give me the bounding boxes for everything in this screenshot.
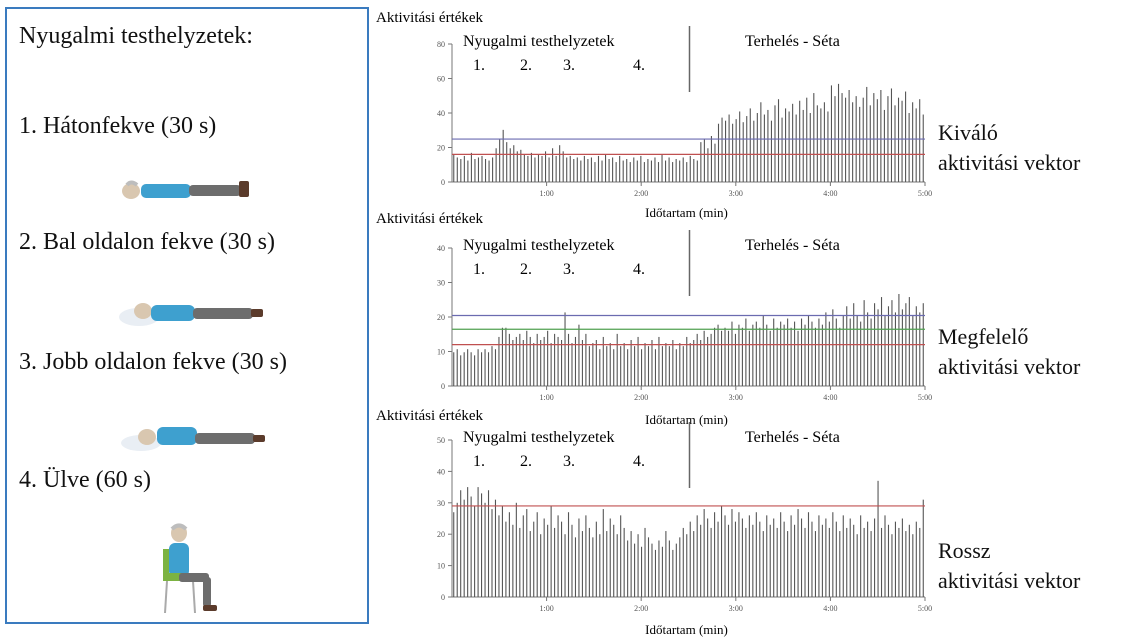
x-tick-label: 3:00 [729,393,743,402]
x-tick-label: 2:00 [634,189,648,198]
rest-position-number: 4. [633,261,645,278]
y-tick-label: 20 [437,313,445,322]
x-tick-label: 4:00 [823,393,837,402]
rest-position-number: 4. [633,453,645,470]
x-tick-label: 1:00 [539,189,553,198]
x-tick-label: 3:00 [729,189,743,198]
x-tick-label: 2:00 [634,604,648,613]
position-1-label: 1. Hátonfekve (30 s) [19,113,217,139]
y-tick-label: 40 [437,244,445,253]
rest-region-label: Nyugalmi testhelyzetek [463,237,615,254]
y-tick-label: 20 [437,530,445,539]
rest-region-label: Nyugalmi testhelyzetek [463,33,615,50]
y-tick-label: 0 [441,178,445,187]
x-tick-label: 5:00 [918,393,932,402]
y-tick-label: 40 [437,109,445,118]
lying-left-side-icon [119,303,263,326]
x-tick-label: 4:00 [823,189,837,198]
x-tick-label: 5:00 [918,604,932,613]
x-tick-label: 2:00 [634,393,648,402]
vector-label-2: Megfelelő aktivitási vektor [938,324,1081,379]
y-tick-label: 50 [437,436,445,445]
y-tick-label: 60 [437,75,445,84]
x-tick-label: 4:00 [823,604,837,613]
y-tick-label: 80 [437,40,445,49]
vector-label-1: Kiváló aktivitási vektor [938,120,1081,175]
x-tick-label: 5:00 [918,189,932,198]
resting-positions-panel: Nyugalmi testhelyzetek: 1. Hátonfekve (3… [5,7,369,624]
rest-region-label: Nyugalmi testhelyzetek [463,429,615,446]
rest-position-number: 1. [473,57,485,74]
x-tick-label: 1:00 [539,604,553,613]
x-tick-label: 1:00 [539,393,553,402]
x-axis-label: Időtartam (min) [645,205,728,220]
rest-position-number: 1. [473,261,485,278]
y-tick-label: 30 [437,499,445,508]
rest-position-number: 1. [473,453,485,470]
rest-position-number: 2. [520,453,532,470]
rest-position-number: 3. [563,453,575,470]
y-axis-label: Aktivitási értékek [376,10,484,26]
x-tick-label: 3:00 [729,604,743,613]
rest-position-number: 3. [563,57,575,74]
y-tick-label: 10 [437,562,445,571]
y-tick-label: 10 [437,348,445,357]
y-tick-label: 40 [437,467,445,476]
lying-supine-icon [122,180,249,199]
sitting-icon [163,523,217,614]
load-region-label: Terhelés - Séta [745,33,840,50]
load-region-label: Terhelés - Séta [745,429,840,446]
position-2-label: 2. Bal oldalon fekve (30 s) [19,229,275,255]
rest-position-number: 4. [633,57,645,74]
load-region-label: Terhelés - Séta [745,237,840,254]
rest-position-number: 2. [520,261,532,278]
rest-position-number: 3. [563,261,575,278]
y-tick-label: 30 [437,279,445,288]
y-tick-label: 0 [441,593,445,602]
x-axis-label: Időtartam (min) [645,412,728,427]
y-axis-label: Aktivitási értékek [376,211,484,227]
vector-label-3: Rossz aktivitási vektor [938,538,1081,593]
position-4-label: 4. Ülve (60 s) [19,467,151,493]
y-axis-label: Aktivitási értékek [376,408,484,424]
rest-position-number: 2. [520,57,532,74]
x-axis-label: Időtartam (min) [645,622,728,637]
position-3-label: 3. Jobb oldalon fekve (30 s) [19,349,287,375]
panel-title: Nyugalmi testhelyzetek: [19,23,253,49]
y-tick-label: 20 [437,144,445,153]
y-tick-label: 0 [441,382,445,391]
lying-right-side-icon [121,427,265,451]
